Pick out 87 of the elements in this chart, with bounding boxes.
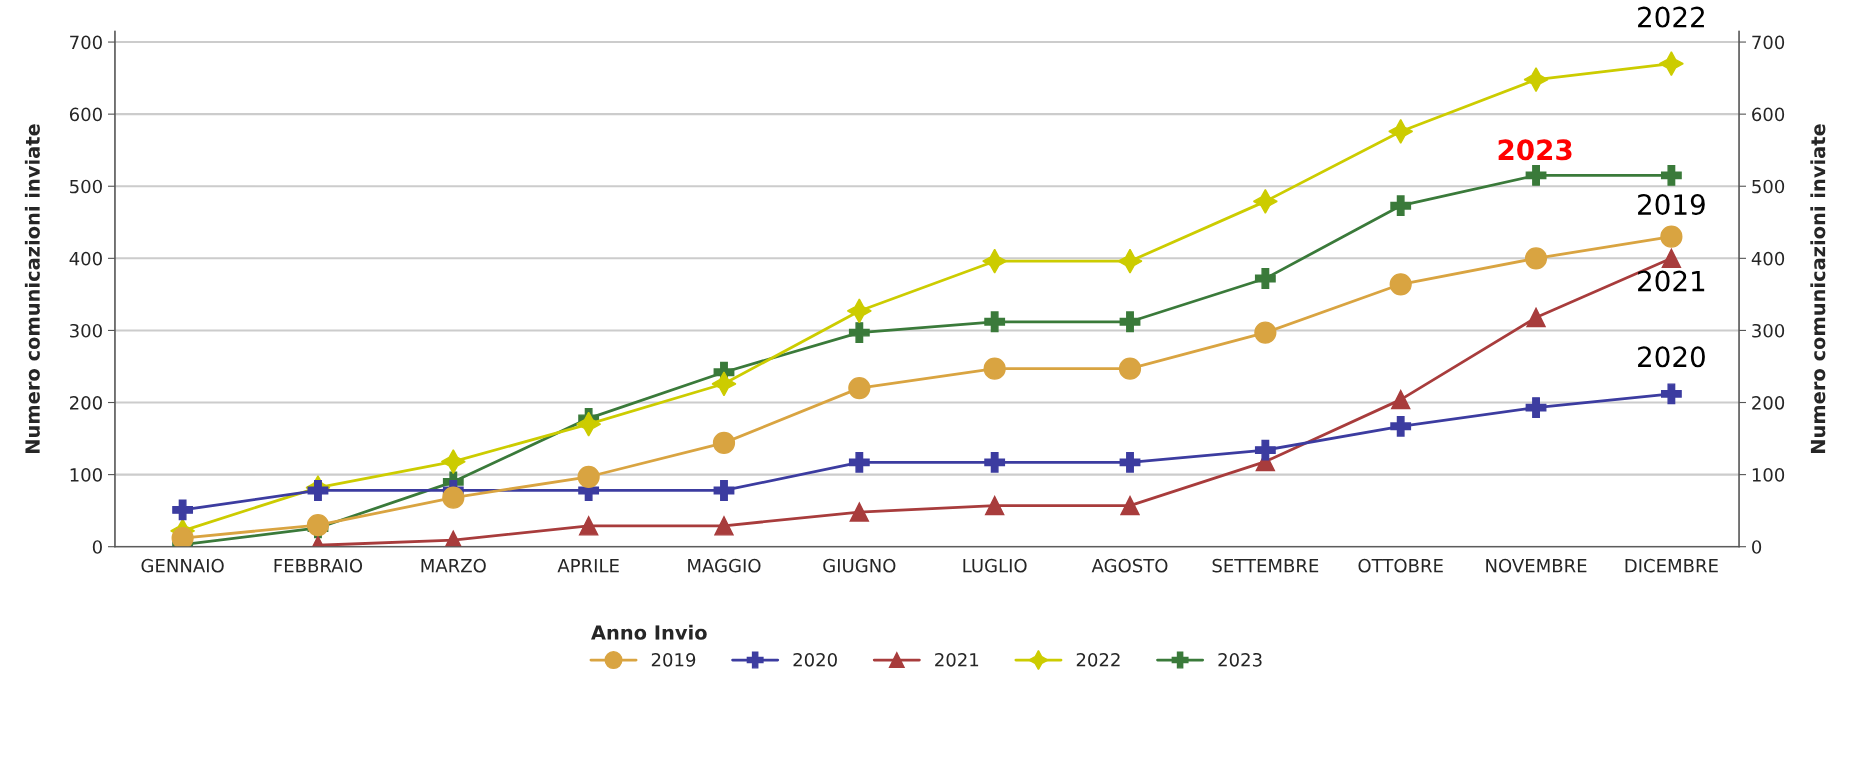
x-tick-label: LUGLIO: [963, 558, 1027, 573]
point: [1119, 451, 1141, 473]
x-tick-label: FEBBRAIO: [274, 558, 363, 573]
point: [1660, 165, 1682, 186]
text: 2022: [1638, 6, 1704, 28]
point: [1388, 118, 1414, 144]
y-tick-label: 300: [70, 323, 102, 338]
x-tick-label: OTTOBRE: [1358, 558, 1443, 573]
x-tick-label: AGOSTO: [1091, 558, 1168, 573]
annotation: 2020: [1638, 346, 1705, 368]
point: [576, 411, 602, 437]
y-tick-label: 500: [70, 179, 102, 194]
point: [984, 495, 1005, 516]
point: [848, 451, 870, 473]
point: [1389, 273, 1412, 296]
point: [849, 502, 870, 522]
y2-tick-label: 400: [1751, 251, 1785, 266]
legend-label: 2021: [935, 652, 979, 667]
point: [1252, 188, 1278, 214]
y2-tick-label: 200: [1752, 395, 1785, 410]
point: [713, 480, 735, 501]
y2-tick-label: 300: [1752, 323, 1785, 338]
annotation: 2019: [1638, 194, 1705, 216]
y2-tick-label: 500: [1752, 179, 1785, 194]
x-tick-label: DICEMBRE: [1625, 558, 1718, 573]
y-tick-label: 400: [69, 251, 102, 266]
point: [307, 480, 329, 501]
point: [982, 248, 1008, 274]
y2-tick-label: 700: [1752, 35, 1785, 50]
x-tick-label: NOVEMBRE: [1486, 558, 1587, 573]
annotation: 2023: [1498, 139, 1572, 161]
y-tick-label: 0: [92, 540, 102, 554]
point: [1390, 389, 1411, 410]
legend-label: 2023: [1218, 652, 1262, 667]
y2-tick-label: 600: [1752, 107, 1785, 122]
point: [1658, 51, 1684, 77]
y-tick-label: 200: [70, 395, 102, 410]
point: [711, 371, 737, 397]
point: [577, 465, 600, 488]
point: [1526, 307, 1546, 328]
y-tick-label: 600: [69, 107, 102, 122]
y-tick-label: 700: [70, 35, 102, 50]
point: [848, 322, 870, 344]
point: [1390, 195, 1412, 217]
y-tick-label: 100: [70, 468, 102, 482]
point: [1120, 495, 1140, 516]
point: [1660, 225, 1683, 248]
point: [1660, 383, 1682, 405]
point: [984, 451, 1006, 473]
point: [1661, 248, 1682, 269]
point: [1254, 439, 1276, 461]
point: [1525, 165, 1547, 186]
y2-tick-label: 0: [1752, 540, 1762, 554]
point: [1117, 248, 1143, 274]
y2-axis-title: Numero comunicazioni inviate: [1810, 124, 1826, 453]
point: [442, 486, 465, 509]
point: [1390, 415, 1412, 437]
point: [1524, 247, 1548, 270]
point: [848, 376, 871, 400]
point: [712, 431, 736, 454]
point: [306, 513, 330, 537]
x-tick-label: APRILE: [557, 559, 619, 573]
x-tick-label: MAGGIO: [688, 558, 761, 573]
point: [172, 499, 194, 521]
point: [1525, 397, 1547, 418]
point: [1523, 67, 1549, 93]
point: [1119, 311, 1141, 333]
y-axis-title: Numero comunicazioni inviate: [24, 124, 40, 453]
point: [1118, 357, 1142, 380]
x-tick-label: GENNAIO: [141, 558, 224, 573]
point: [440, 449, 466, 475]
x-tick-label: GIUGNO: [823, 558, 896, 573]
point: [846, 298, 872, 324]
point: [578, 516, 599, 536]
x-tick-label: SETTEMBRE: [1212, 558, 1319, 573]
point: [714, 516, 734, 536]
point: [984, 311, 1006, 333]
legend-label: 2019: [651, 652, 696, 667]
legend-label: 2020: [793, 652, 837, 667]
annotation: 2021: [1638, 270, 1705, 292]
y2-tick-label: 100: [1752, 468, 1785, 482]
point: [1254, 321, 1277, 344]
legend-label: 2022: [1076, 652, 1120, 667]
point: [983, 357, 1006, 380]
point: [1254, 268, 1276, 289]
legend-title: Anno Invio: [591, 624, 707, 640]
x-tick-label: MARZO: [421, 558, 486, 573]
